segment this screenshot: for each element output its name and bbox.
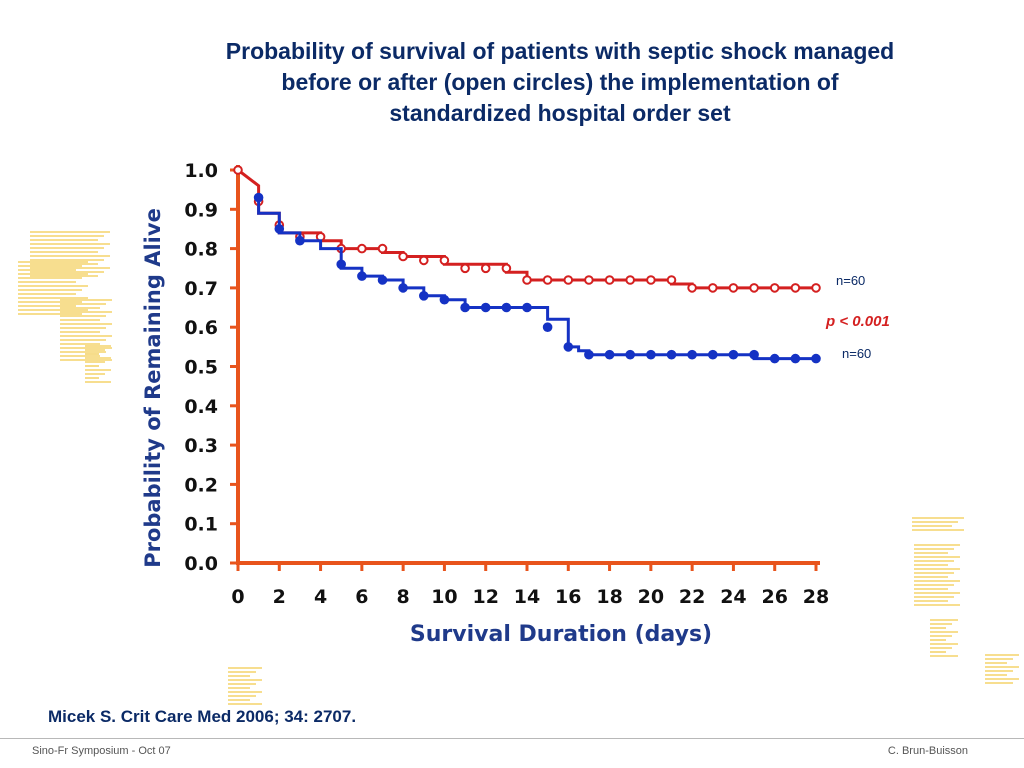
series-1-point	[625, 275, 636, 285]
series-2-point	[749, 349, 759, 360]
series-2-point	[687, 349, 697, 360]
series-2-point	[336, 259, 347, 270]
title-line-1: Probability of survival of patients with…	[225, 38, 895, 64]
series-2-point	[542, 322, 553, 333]
x-tick-label: 14	[514, 586, 540, 608]
series-1-point	[480, 263, 491, 274]
x-tick-label: 20	[638, 586, 664, 608]
y-axis-label: Probability of Remaining Alive	[141, 208, 165, 568]
footer-author: C. Brun-Buisson	[887, 745, 968, 757]
p-value-annotation: p < 0.001	[825, 313, 890, 330]
y-tick-label: 0.0	[184, 553, 218, 575]
series-2-point	[398, 283, 408, 293]
series-2-point	[604, 349, 615, 360]
series-2-point	[357, 271, 367, 281]
x-tick-label: 4	[314, 586, 327, 608]
series-2-point	[625, 349, 636, 360]
slide-title: Probability of survival of patients with…	[130, 36, 990, 129]
y-tick-label: 0.8	[184, 239, 218, 261]
n-after-annotation: n=60	[836, 273, 865, 288]
series-2-point	[501, 302, 512, 313]
series-1-point	[666, 275, 677, 285]
series-2-point	[584, 349, 594, 360]
x-tick-label: 8	[397, 586, 410, 608]
series-1-point	[377, 243, 388, 254]
series-1-point	[357, 243, 367, 254]
x-tick-label: 18	[596, 586, 622, 608]
y-tick-label: 0.9	[184, 199, 218, 221]
series-1-point	[233, 165, 243, 175]
series-2-point	[666, 349, 677, 360]
series-1-point	[460, 263, 470, 274]
x-tick-label: 10	[431, 586, 457, 608]
series-2-point	[295, 235, 305, 246]
x-tick-label: 6	[355, 586, 368, 608]
series-1-point	[501, 263, 512, 274]
y-tick-label: 0.5	[184, 357, 218, 379]
series-2-point	[460, 302, 470, 313]
series-1-point	[811, 283, 821, 293]
y-tick-labels: 0.0 0.1 0.2 0.3 0.4 0.5 0.6 0.7 0.8 0.9 1.0	[184, 160, 218, 575]
chart-axes	[230, 165, 820, 571]
series-2-point	[646, 349, 656, 360]
x-tick-label: 26	[761, 586, 787, 608]
x-tick-label: 24	[720, 586, 746, 608]
series-1-point	[419, 255, 429, 266]
series-2-point	[563, 342, 574, 352]
series-1-point	[522, 275, 532, 285]
y-tick-label: 0.1	[184, 514, 218, 536]
n-before-annotation: n=60	[842, 346, 871, 361]
series-1-point	[646, 275, 656, 285]
series-2-point	[377, 275, 388, 285]
series-1-line	[237, 168, 816, 290]
series-1-point	[728, 283, 739, 293]
x-tick-label: 0	[231, 586, 244, 608]
series-1-point	[708, 283, 718, 293]
series-2-point	[419, 291, 429, 301]
series-2-point	[811, 353, 821, 364]
series-2-point	[522, 302, 532, 313]
x-tick-label: 2	[273, 586, 286, 608]
series-2-point	[728, 349, 739, 360]
series-1-point	[584, 275, 594, 285]
x-tick-labels: 0 2 4 6 8 10 12 14 16 18 20 22 24 26 28	[231, 586, 829, 608]
series-1-point	[398, 251, 408, 262]
series-1-point	[439, 255, 450, 266]
footer-divider	[0, 738, 1024, 739]
series-1-point	[749, 283, 759, 293]
x-tick-label: 16	[555, 586, 581, 608]
y-tick-label: 0.4	[184, 396, 218, 418]
series-2-point	[274, 224, 285, 234]
title-line-3: standardized hospital order set	[389, 100, 731, 126]
series-2-point	[439, 294, 450, 305]
y-tick-label: 0.7	[184, 278, 218, 300]
x-tick-label: 28	[803, 586, 829, 608]
series-1-point	[563, 275, 574, 285]
y-tick-label: 0.2	[184, 474, 218, 496]
series-layer	[233, 165, 821, 364]
citation: Micek S. Crit Care Med 2006; 34: 2707.	[48, 707, 357, 726]
x-tick-label: 12	[472, 586, 498, 608]
x-axis-label: Survival Duration (days)	[410, 622, 712, 647]
y-tick-label: 0.6	[184, 317, 218, 339]
series-1-point	[687, 283, 697, 293]
y-tick-label: 1.0	[184, 160, 218, 182]
series-2-point	[480, 302, 491, 313]
footer-event: Sino-Fr Symposium - Oct 07	[32, 745, 171, 757]
title-line-2: before or after (open circles) the imple…	[281, 69, 839, 95]
series-2-point	[769, 353, 780, 364]
series-2-point	[253, 192, 264, 203]
series-1-point	[604, 275, 615, 285]
series-2-point	[708, 349, 718, 360]
series-2-line	[257, 197, 816, 361]
map-decoration	[18, 231, 1019, 705]
series-1-point	[769, 283, 780, 293]
x-tick-label: 22	[679, 586, 705, 608]
series-1-point	[790, 283, 801, 293]
series-2-point	[790, 353, 801, 364]
series-1-point	[542, 275, 553, 285]
y-tick-label: 0.3	[184, 435, 218, 457]
